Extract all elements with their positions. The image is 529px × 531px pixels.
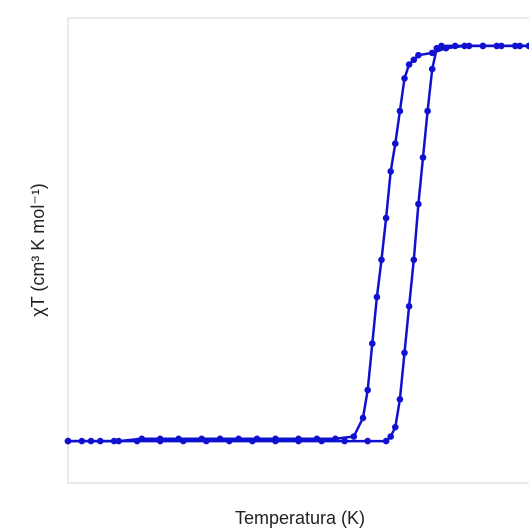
data-point bbox=[318, 437, 325, 445]
data-point bbox=[235, 435, 242, 443]
data-point bbox=[373, 293, 381, 301]
data-point bbox=[392, 140, 399, 147]
data-point bbox=[382, 437, 390, 445]
data-point bbox=[87, 437, 95, 445]
data-point bbox=[387, 168, 395, 175]
data-point bbox=[493, 42, 501, 50]
data-point bbox=[115, 437, 122, 445]
data-point bbox=[364, 386, 372, 394]
data-point bbox=[401, 75, 408, 82]
data-point bbox=[433, 44, 441, 52]
data-point bbox=[97, 437, 104, 445]
data-point bbox=[419, 154, 427, 161]
series-line-1 bbox=[68, 44, 529, 443]
data-point bbox=[428, 49, 436, 57]
data-point bbox=[511, 42, 519, 50]
data-point bbox=[350, 433, 358, 440]
data-point bbox=[180, 437, 187, 445]
x-axis-label: Temperatura (K) bbox=[235, 508, 365, 528]
data-point bbox=[369, 340, 376, 347]
data-point bbox=[428, 65, 436, 73]
data-point bbox=[424, 107, 431, 115]
data-point bbox=[382, 214, 390, 222]
data-point bbox=[378, 256, 385, 264]
series-layer bbox=[64, 42, 529, 445]
data-point bbox=[392, 423, 399, 431]
data-point bbox=[516, 42, 524, 50]
data-point bbox=[249, 437, 256, 445]
data-point bbox=[226, 437, 233, 445]
data-point bbox=[359, 414, 367, 422]
data-point bbox=[410, 256, 418, 264]
data-point bbox=[451, 42, 459, 50]
data-point bbox=[465, 42, 473, 50]
data-point bbox=[461, 42, 468, 50]
plot-frame bbox=[67, 17, 529, 484]
data-point bbox=[396, 107, 404, 115]
data-point bbox=[332, 435, 339, 443]
data-point bbox=[272, 437, 279, 445]
data-point bbox=[401, 349, 408, 357]
data-point bbox=[156, 437, 164, 445]
data-point bbox=[410, 56, 418, 64]
data-point bbox=[405, 303, 413, 310]
data-point bbox=[396, 396, 404, 403]
data-point bbox=[216, 435, 224, 443]
y-axis-label: χT (cm³ K mol⁻¹) bbox=[28, 183, 48, 317]
data-point bbox=[387, 433, 395, 440]
data-point bbox=[415, 200, 422, 208]
data-point bbox=[415, 51, 422, 59]
data-point bbox=[133, 437, 141, 445]
data-point bbox=[295, 437, 302, 445]
data-point bbox=[498, 42, 505, 50]
data-point bbox=[341, 437, 348, 445]
data-point bbox=[364, 437, 372, 445]
data-point bbox=[203, 437, 210, 445]
data-point bbox=[110, 437, 118, 445]
data-point bbox=[479, 42, 487, 50]
series-line-2 bbox=[68, 44, 529, 443]
data-point bbox=[78, 437, 86, 445]
data-point bbox=[405, 61, 413, 68]
data-point bbox=[64, 437, 72, 445]
data-point bbox=[525, 42, 529, 50]
